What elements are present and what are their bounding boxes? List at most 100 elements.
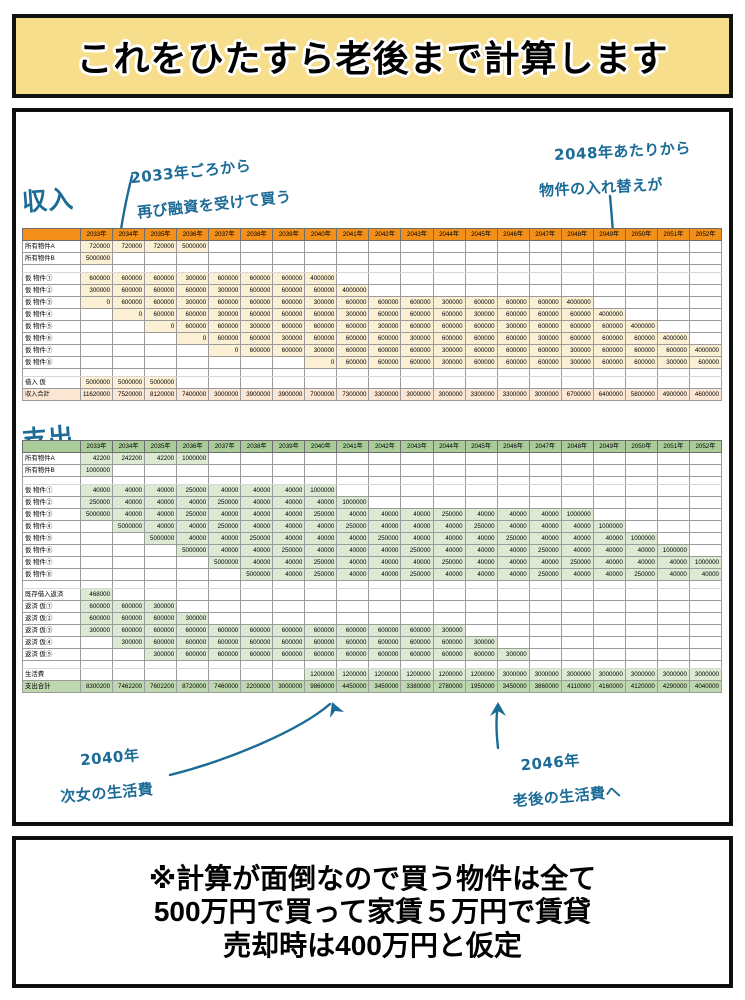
expense-cell[interactable]: 300000 <box>112 636 146 649</box>
income-cell[interactable] <box>400 284 434 297</box>
expense-cell[interactable]: 40000 <box>496 556 530 569</box>
income-cell[interactable] <box>336 264 370 273</box>
expense-cell[interactable] <box>368 600 402 613</box>
income-cell[interactable] <box>688 296 723 309</box>
expense-cell[interactable]: 40000 <box>336 532 370 545</box>
income-year-header[interactable]: 2049年 <box>592 228 626 241</box>
income-year-header[interactable]: 2040年 <box>304 228 338 241</box>
income-cell[interactable]: 600000 <box>624 356 658 369</box>
expense-cell[interactable]: 600000 <box>144 624 178 637</box>
expense-cell[interactable] <box>592 452 626 465</box>
expense-cell[interactable]: 40000 <box>368 544 402 557</box>
expense-cell[interactable] <box>144 464 178 477</box>
income-cell[interactable]: 300000 <box>79 284 114 297</box>
table-row[interactable]: 仮 物件② 300000 600000 600000 600000 300000 60000… <box>22 284 723 297</box>
income-cell[interactable] <box>560 368 594 377</box>
income-cell[interactable]: 600000 <box>368 308 402 321</box>
income-cell[interactable] <box>304 240 338 253</box>
income-cell[interactable] <box>112 320 146 333</box>
expense-cell[interactable] <box>528 452 562 465</box>
expense-cell[interactable] <box>272 464 306 477</box>
expense-year-header[interactable]: 2050年 <box>624 440 658 453</box>
income-cell[interactable] <box>368 240 402 253</box>
income-cell[interactable] <box>496 272 530 285</box>
expense-cell[interactable]: 7602200 <box>144 680 178 693</box>
expense-cell[interactable] <box>496 580 530 589</box>
income-cell[interactable] <box>368 368 402 377</box>
expense-cell[interactable] <box>624 580 658 589</box>
expense-cell[interactable] <box>560 452 594 465</box>
income-cell[interactable] <box>79 320 114 333</box>
expense-cell[interactable]: 300000 <box>176 612 210 625</box>
expense-cell[interactable]: 300000 <box>144 600 178 613</box>
expense-cell[interactable]: 40000 <box>528 520 562 533</box>
expense-cell[interactable] <box>464 624 498 637</box>
expense-cell[interactable]: 2200000 <box>240 680 274 693</box>
expense-cell[interactable]: 1000000 <box>336 496 370 509</box>
expense-cell[interactable]: 8300200 <box>79 680 114 693</box>
income-cell[interactable]: 600000 <box>112 296 146 309</box>
expense-year-header[interactable]: 2034年 <box>112 440 146 453</box>
income-table[interactable]: 2033年 2034年 2035年 2036年 2037年 2038年 2039年 2040年… <box>22 228 723 401</box>
income-cell[interactable]: 600000 <box>560 320 594 333</box>
expense-cell[interactable]: 600000 <box>176 636 210 649</box>
expense-cell[interactable] <box>176 588 210 601</box>
income-cell[interactable] <box>272 376 306 389</box>
income-cell[interactable]: 600000 <box>112 284 146 297</box>
table-row[interactable]: 所有物件A 42200 242200 42200 1000000 <box>22 452 723 465</box>
income-cell[interactable]: 600000 <box>432 320 466 333</box>
expense-cell[interactable] <box>528 588 562 601</box>
expense-cell[interactable] <box>656 508 690 521</box>
expense-cell[interactable]: 40000 <box>464 568 498 581</box>
income-cell[interactable]: 300000 <box>464 308 498 321</box>
income-cell[interactable] <box>656 272 690 285</box>
income-cell[interactable]: 600000 <box>176 308 210 321</box>
income-cell[interactable] <box>656 264 690 273</box>
income-cell[interactable] <box>272 356 306 369</box>
expense-cell[interactable] <box>144 568 178 581</box>
expense-cell[interactable] <box>368 660 402 669</box>
expense-cell[interactable]: 3000000 <box>496 668 530 681</box>
expense-cell[interactable] <box>592 476 626 485</box>
expense-cell[interactable]: 4120000 <box>624 680 658 693</box>
income-cell[interactable]: 0 <box>304 356 338 369</box>
expense-cell[interactable]: 40000 <box>432 520 466 533</box>
income-cell[interactable]: 6400000 <box>592 388 626 401</box>
income-cell[interactable] <box>112 356 146 369</box>
income-cell[interactable] <box>496 368 530 377</box>
expense-cell[interactable] <box>112 556 146 569</box>
income-cell[interactable]: 600000 <box>464 320 498 333</box>
expense-cell[interactable] <box>688 588 723 601</box>
income-cell[interactable]: 600000 <box>272 308 306 321</box>
expense-cell[interactable] <box>432 588 466 601</box>
expense-year-header[interactable]: 2041年 <box>336 440 370 453</box>
expense-cell[interactable] <box>79 476 114 485</box>
expense-total-row[interactable]: 支出合計 8300200 7462200 7602200 8720000 7460000 2… <box>22 680 723 693</box>
income-cell[interactable]: 0 <box>176 332 210 345</box>
expense-cell[interactable]: 1000000 <box>592 520 626 533</box>
expense-cell[interactable]: 250000 <box>528 544 562 557</box>
expense-cell[interactable] <box>560 636 594 649</box>
expense-cell[interactable] <box>688 452 723 465</box>
expense-cell[interactable]: 250000 <box>464 520 498 533</box>
expense-cell[interactable] <box>624 496 658 509</box>
expense-cell[interactable] <box>176 660 210 669</box>
income-cell[interactable] <box>624 252 658 265</box>
income-year-header[interactable]: 2047年 <box>528 228 562 241</box>
expense-cell[interactable]: 3450000 <box>368 680 402 693</box>
expense-cell[interactable] <box>528 484 562 497</box>
expense-cell[interactable]: 40000 <box>144 496 178 509</box>
income-cell[interactable]: 0 <box>112 308 146 321</box>
expense-cell[interactable] <box>688 532 723 545</box>
expense-cell[interactable]: 250000 <box>432 508 466 521</box>
expense-cell[interactable]: 7462200 <box>112 680 146 693</box>
expense-cell[interactable]: 40000 <box>240 520 274 533</box>
expense-cell[interactable]: 1000000 <box>304 484 338 497</box>
income-cell[interactable] <box>464 368 498 377</box>
income-cell[interactable] <box>528 240 562 253</box>
income-cell[interactable] <box>272 252 306 265</box>
expense-cell[interactable] <box>400 580 434 589</box>
expense-cell[interactable] <box>272 668 306 681</box>
expense-cell[interactable]: 40000 <box>464 544 498 557</box>
income-cell[interactable] <box>624 240 658 253</box>
